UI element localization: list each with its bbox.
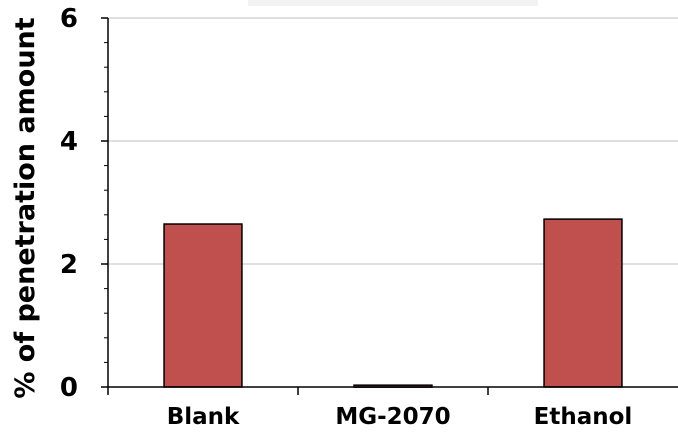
bar — [543, 218, 623, 388]
x-axis-ticks — [107, 387, 489, 395]
y-axis-ticks: 0 2 4 6 — [60, 4, 108, 403]
y-axis-title: % of penetration amount — [10, 17, 41, 398]
bars — [163, 218, 623, 388]
y-tick-label: 0 — [60, 373, 78, 403]
x-tick-label: Blank — [167, 404, 240, 430]
y-tick-label: 6 — [60, 4, 78, 34]
y-tick-label: 2 — [60, 250, 78, 280]
bar — [163, 223, 243, 388]
x-tick-label: MG-2070 — [335, 404, 450, 430]
x-axis-labels: Blank MG-2070 Ethanol — [167, 404, 633, 430]
header-strip — [248, 0, 538, 6]
x-tick-label: Ethanol — [534, 404, 633, 430]
y-tick-label: 4 — [60, 127, 78, 157]
